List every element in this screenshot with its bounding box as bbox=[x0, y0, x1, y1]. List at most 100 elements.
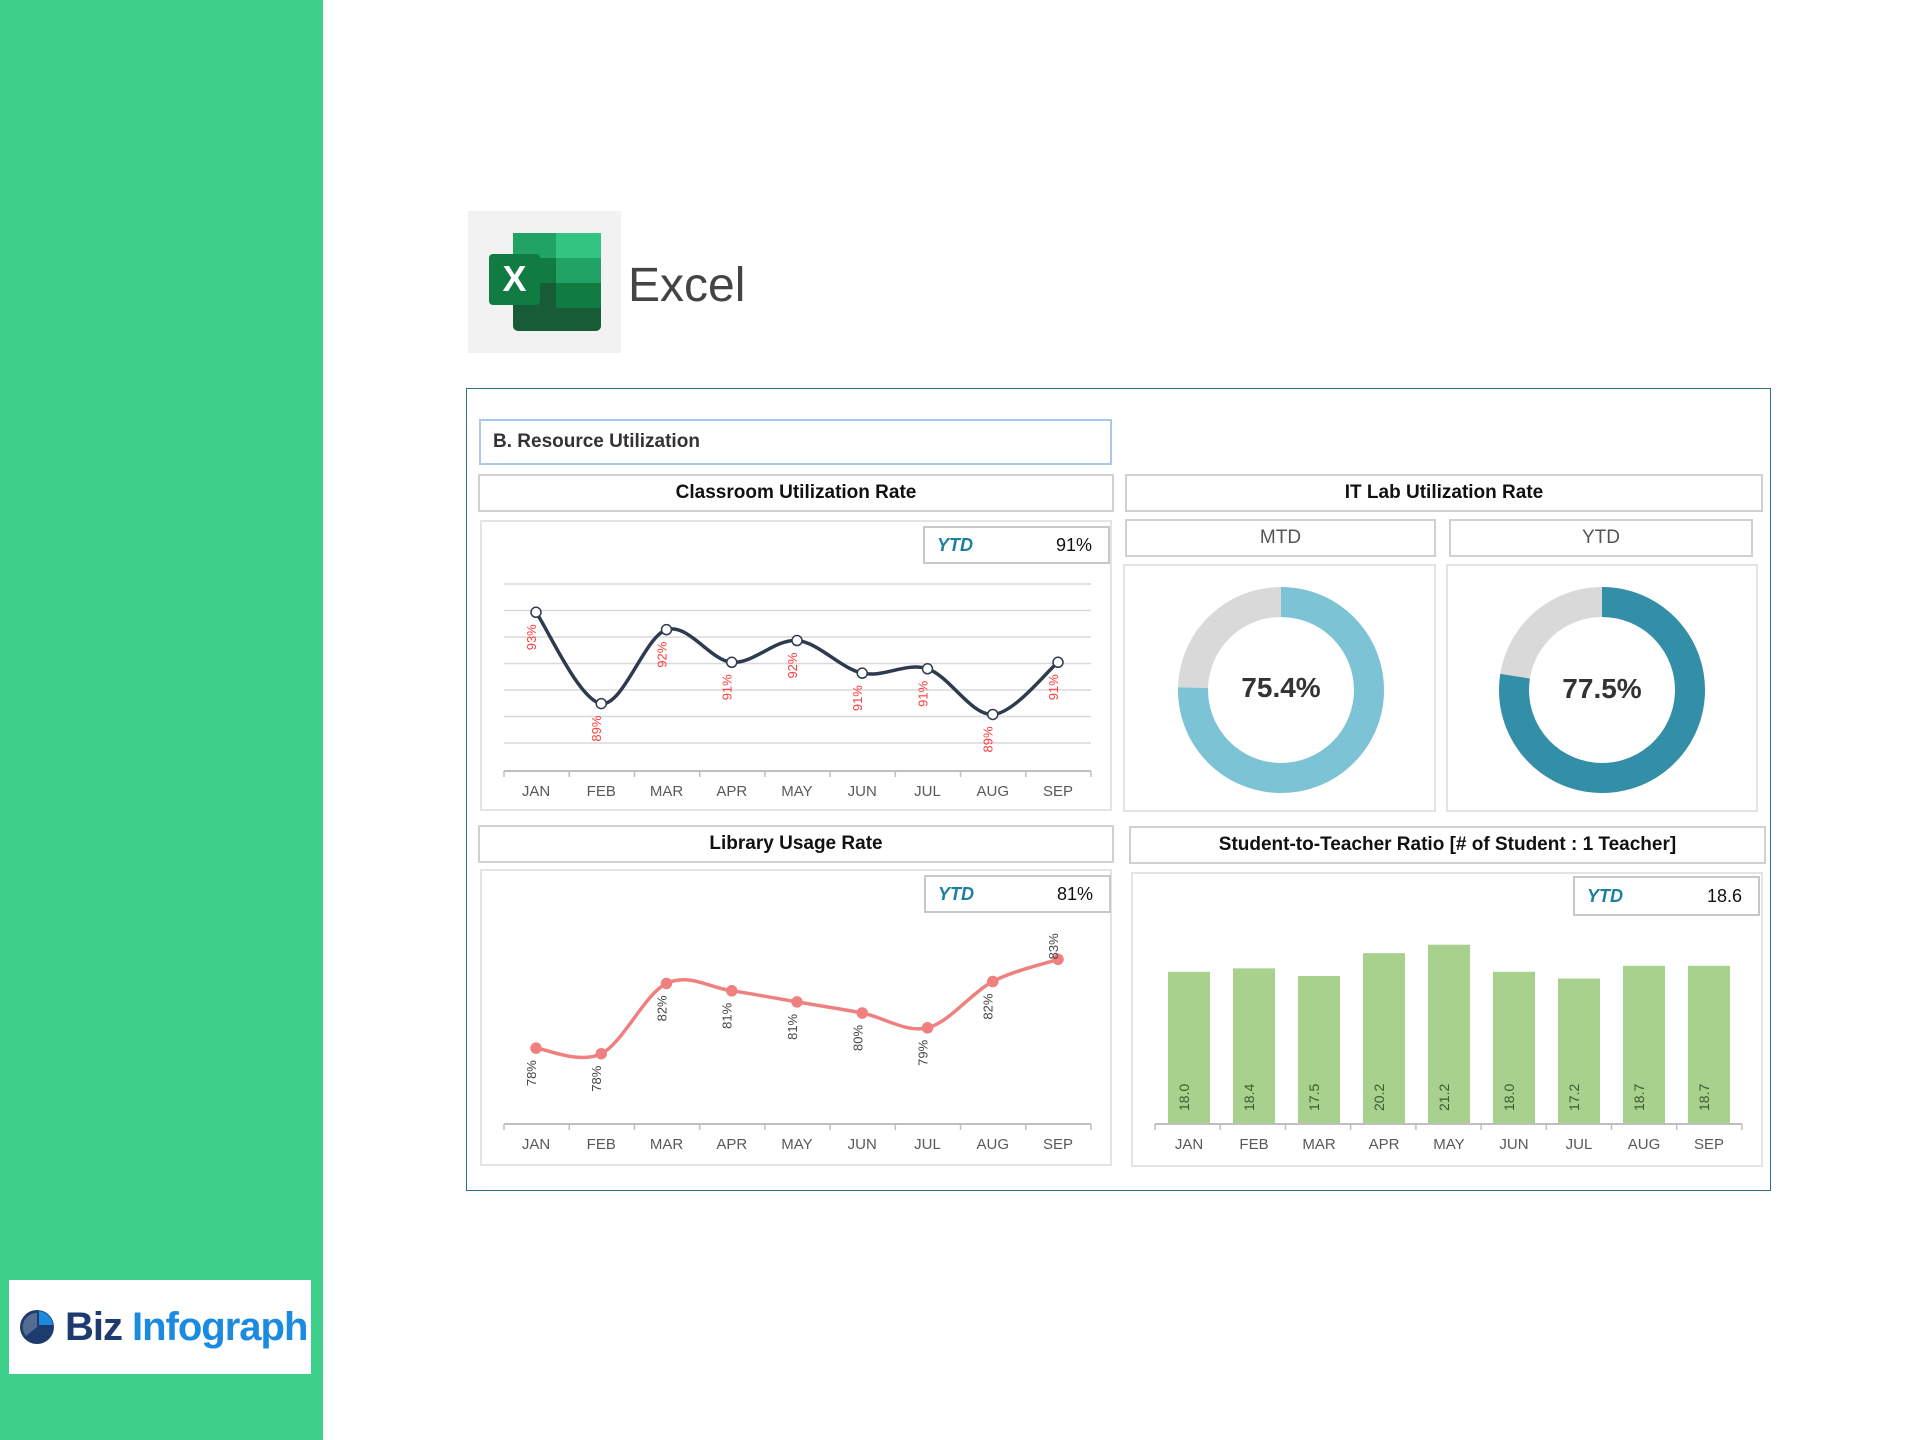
library-chart-panel: JAN FEB MAR APR MAY JUN JUL AUG SEP 78% 78% 82% 81% 8… bbox=[480, 869, 1112, 1166]
svg-text:X: X bbox=[502, 258, 526, 299]
data-point bbox=[1052, 953, 1064, 966]
bar-label: 21.2 bbox=[1436, 1084, 1452, 1111]
data-point bbox=[856, 667, 868, 679]
x-tick-label: MAR bbox=[650, 783, 684, 800]
ratio-title: Student-to-Teacher Ratio [# of Student :… bbox=[1129, 826, 1766, 864]
x-tick-label: AUG bbox=[976, 1136, 1009, 1153]
mtd-header: MTD bbox=[1125, 519, 1436, 557]
ytd-value: 18.6 bbox=[1706, 885, 1742, 906]
bar-label: 18.7 bbox=[1631, 1084, 1647, 1111]
x-tick-label: FEB bbox=[1239, 1136, 1268, 1153]
x-tick-label: FEB bbox=[587, 1136, 616, 1153]
x-tick-label: MAY bbox=[781, 783, 812, 800]
library-line-chart: JAN FEB MAR APR MAY JUN JUL AUG SEP 78% 78% 82% 81% 8… bbox=[503, 933, 1092, 1153]
infograph-text: Infograph bbox=[132, 1304, 308, 1349]
bar bbox=[1233, 968, 1275, 1124]
bar bbox=[1558, 978, 1600, 1124]
x-tick-label: FEB bbox=[587, 783, 616, 800]
bar-label: 18.0 bbox=[1501, 1084, 1517, 1111]
data-label: 80% bbox=[850, 1025, 865, 1051]
section-title: B. Resource Utilization bbox=[479, 419, 1112, 465]
bar bbox=[1688, 965, 1730, 1124]
data-point bbox=[726, 985, 738, 997]
mtd-donut-chart bbox=[1178, 587, 1384, 793]
x-tick-label: APR bbox=[1369, 1136, 1400, 1153]
ytd-donut-chart bbox=[1499, 587, 1705, 793]
x-tick-label: MAY bbox=[781, 1136, 812, 1153]
donut-value-arc bbox=[1499, 587, 1705, 793]
bar-label: 18.7 bbox=[1696, 1084, 1712, 1111]
data-label: 91% bbox=[850, 685, 865, 711]
x-tick-label: JUN bbox=[848, 783, 877, 800]
data-label: 81% bbox=[785, 1013, 800, 1039]
data-label: 91% bbox=[1046, 674, 1061, 700]
biz-text: Biz bbox=[65, 1304, 123, 1349]
ytd-value: 81% bbox=[1056, 883, 1093, 904]
classroom-title: Classroom Utilization Rate bbox=[478, 474, 1114, 512]
classroom-chart-panel: JAN FEB MAR APR MAY JUN JUL AUG SEP 93% 89% 92% 91% 9… bbox=[480, 520, 1112, 811]
ytd-label: YTD bbox=[938, 883, 974, 904]
sidebar bbox=[0, 0, 323, 1440]
data-label: 91% bbox=[916, 680, 931, 706]
x-tick-label: JUL bbox=[914, 1136, 941, 1153]
data-label: 93% bbox=[524, 624, 539, 650]
x-tick-label: JAN bbox=[522, 1136, 550, 1153]
data-point bbox=[791, 996, 803, 1008]
data-label: 92% bbox=[785, 652, 800, 678]
ytd-label: YTD bbox=[1587, 885, 1623, 906]
excel-label: Excel bbox=[628, 259, 746, 312]
data-point bbox=[660, 623, 673, 636]
x-tick-label: APR bbox=[716, 1136, 747, 1153]
ytd-donut-value: 77.5% bbox=[1562, 673, 1642, 704]
data-point bbox=[987, 975, 999, 988]
data-label: 89% bbox=[981, 726, 996, 752]
x-tick-label: JAN bbox=[1175, 1136, 1203, 1153]
library-ytd-box: YTD 81% bbox=[924, 875, 1111, 913]
data-point bbox=[660, 977, 673, 990]
data-label: 81% bbox=[720, 1002, 735, 1028]
x-tick-label: MAR bbox=[650, 1136, 684, 1153]
x-tick-label: JUN bbox=[1499, 1136, 1528, 1153]
classroom-ytd-box: YTD 91% bbox=[923, 526, 1110, 564]
x-tick-label: SEP bbox=[1043, 783, 1073, 800]
mtd-donut-panel: 75.4% bbox=[1123, 564, 1436, 812]
ratio-ytd-box: YTD 18.6 bbox=[1573, 876, 1760, 916]
data-label: 91% bbox=[720, 674, 735, 700]
bar-label: 17.5 bbox=[1306, 1084, 1322, 1111]
bar-label: 17.2 bbox=[1566, 1084, 1582, 1111]
library-title: Library Usage Rate bbox=[478, 825, 1114, 863]
data-point bbox=[921, 1022, 934, 1034]
classroom-line-chart: JAN FEB MAR APR MAY JUN JUL AUG SEP 93% 89% 92% 91% 9… bbox=[503, 583, 1092, 800]
biz-infograph-logo: Biz Infograph bbox=[9, 1280, 311, 1374]
data-label: 92% bbox=[655, 641, 670, 667]
x-tick-label: JAN bbox=[522, 783, 550, 800]
x-tick-label: SEP bbox=[1043, 1136, 1073, 1153]
data-label: 78% bbox=[589, 1065, 604, 1091]
data-label: 82% bbox=[981, 993, 996, 1019]
donut-value-arc bbox=[1178, 587, 1384, 793]
bar-label: 18.0 bbox=[1176, 1084, 1192, 1111]
x-tick-label: MAY bbox=[1433, 1136, 1464, 1153]
bar bbox=[1363, 953, 1405, 1124]
data-point bbox=[595, 697, 607, 710]
x-tick-label: SEP bbox=[1694, 1136, 1724, 1153]
bar bbox=[1168, 971, 1210, 1124]
ratio-chart-panel: 18.0 18.4 17.5 20.2 21.2 18.0 17.2 18.7 18.7 JAN F… bbox=[1131, 872, 1763, 1167]
pie-logo-icon bbox=[20, 1310, 54, 1344]
ytd-header: YTD bbox=[1449, 519, 1753, 557]
ytd-value: 91% bbox=[1055, 534, 1092, 555]
data-label: 79% bbox=[916, 1039, 931, 1065]
bar bbox=[1428, 944, 1470, 1124]
excel-icon: X bbox=[489, 233, 601, 331]
x-tick-label: APR bbox=[716, 783, 747, 800]
data-point bbox=[726, 656, 738, 669]
series-line bbox=[535, 957, 1059, 1060]
x-tick-label: JUN bbox=[848, 1136, 877, 1153]
bar bbox=[1623, 965, 1665, 1124]
data-point bbox=[595, 1047, 607, 1060]
data-point bbox=[1052, 656, 1064, 669]
x-tick-label: AUG bbox=[976, 783, 1009, 800]
data-point bbox=[987, 708, 999, 721]
mtd-donut-value: 75.4% bbox=[1241, 672, 1321, 703]
x-tick-label: AUG bbox=[1628, 1136, 1661, 1153]
